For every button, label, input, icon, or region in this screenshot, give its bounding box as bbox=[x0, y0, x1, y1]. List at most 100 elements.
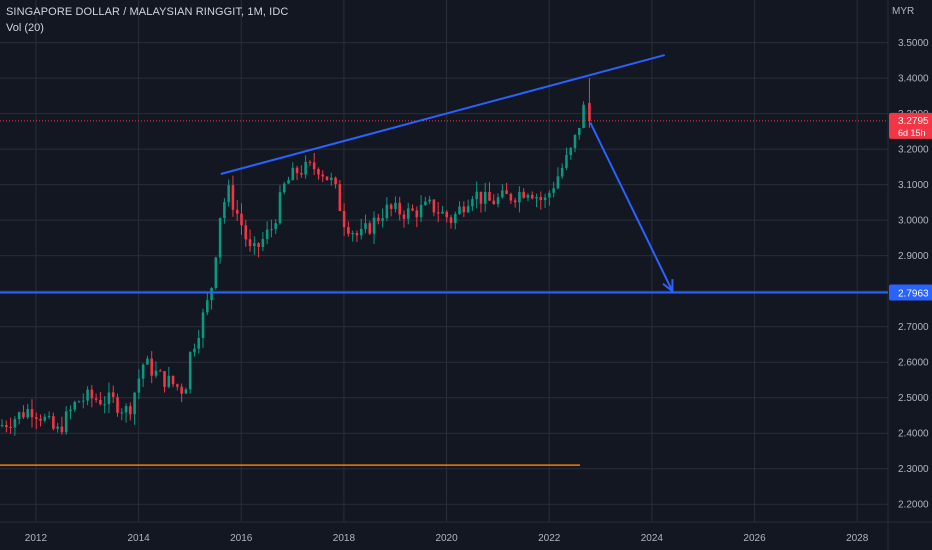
candle-body bbox=[141, 364, 145, 379]
candle-body bbox=[86, 389, 89, 401]
candle-body bbox=[471, 199, 474, 207]
currency-label: MYR bbox=[892, 6, 915, 17]
candle-body bbox=[248, 239, 252, 247]
candle-body bbox=[13, 419, 17, 428]
x-tick-label: 2012 bbox=[25, 533, 48, 544]
candle-body bbox=[171, 375, 175, 385]
candle-body bbox=[479, 191, 483, 204]
candle-body bbox=[197, 337, 201, 349]
candle-body bbox=[377, 217, 380, 221]
candle-body bbox=[483, 191, 487, 204]
candle-body bbox=[526, 194, 530, 198]
candle-body bbox=[449, 217, 453, 224]
candle-body bbox=[158, 370, 162, 372]
candle-body bbox=[116, 397, 119, 413]
candle-body bbox=[154, 370, 158, 376]
candle-body bbox=[445, 211, 449, 218]
candle-body bbox=[56, 426, 59, 429]
candle-body bbox=[82, 400, 85, 402]
candle-body bbox=[556, 176, 560, 189]
trendline bbox=[220, 54, 665, 175]
candle-body bbox=[274, 223, 277, 230]
candle-body bbox=[321, 174, 325, 177]
candle-body bbox=[492, 200, 496, 205]
y-tick-label: 3.1000 bbox=[898, 180, 929, 191]
x-tick-label: 2018 bbox=[333, 533, 356, 544]
candle-body bbox=[133, 392, 136, 415]
candle-body bbox=[9, 427, 12, 429]
support-price-tag bbox=[889, 284, 932, 301]
candle-body bbox=[565, 155, 568, 168]
candle-body bbox=[257, 243, 260, 247]
y-tick-label: 2.2000 bbox=[898, 500, 929, 511]
candle-body bbox=[530, 194, 534, 199]
candle-body bbox=[206, 300, 209, 313]
candle-body bbox=[0, 425, 4, 427]
y-tick-label: 3.0000 bbox=[898, 216, 929, 227]
candle-body bbox=[424, 201, 427, 205]
candle-body bbox=[26, 409, 29, 418]
y-tick-label: 2.3000 bbox=[898, 464, 929, 475]
candle-body bbox=[441, 211, 444, 214]
candle-body bbox=[47, 416, 51, 418]
candle-body bbox=[406, 208, 410, 219]
candle-body bbox=[120, 412, 124, 414]
last-candle-body bbox=[588, 102, 591, 121]
y-tick-label: 3.4000 bbox=[898, 74, 929, 85]
candle-body bbox=[150, 358, 153, 376]
x-tick-label: 2020 bbox=[435, 533, 458, 544]
candle-body bbox=[509, 193, 513, 201]
candle-body bbox=[231, 185, 235, 210]
candle-body bbox=[17, 412, 21, 420]
y-tick-label: 2.7000 bbox=[898, 322, 929, 333]
x-tick-label: 2016 bbox=[230, 533, 253, 544]
candle-body bbox=[488, 191, 491, 201]
y-tick-label: 2.6000 bbox=[898, 358, 929, 369]
candle-body bbox=[501, 190, 504, 198]
candle-body bbox=[548, 192, 551, 198]
candle-body bbox=[34, 417, 38, 419]
candle-body bbox=[52, 416, 55, 429]
candle-body bbox=[22, 412, 25, 418]
y-tick-label: 2.4000 bbox=[898, 429, 929, 440]
y-tick-label: 3.2000 bbox=[898, 145, 929, 156]
candle-body bbox=[261, 238, 265, 247]
candle-body bbox=[278, 192, 282, 224]
candle-body bbox=[167, 375, 171, 387]
candle-body bbox=[253, 243, 256, 247]
candle-body bbox=[513, 200, 517, 203]
y-tick-label: 2.5000 bbox=[898, 393, 929, 404]
candle-body bbox=[210, 287, 213, 301]
candle-body bbox=[90, 389, 94, 399]
candle-body bbox=[270, 229, 273, 231]
y-tick-label: 2.9000 bbox=[898, 251, 929, 262]
candle-body bbox=[325, 176, 329, 181]
candle-body bbox=[291, 167, 295, 181]
candle-body bbox=[458, 206, 461, 214]
candle-body bbox=[518, 191, 521, 203]
last-price-tag bbox=[889, 112, 932, 139]
candle-body bbox=[338, 184, 342, 211]
indicator-label[interactable]: Vol (20) bbox=[6, 22, 44, 34]
candle-body bbox=[475, 191, 478, 200]
candle-body bbox=[214, 257, 218, 288]
x-tick-label: 2024 bbox=[641, 533, 664, 544]
candle-body bbox=[308, 161, 312, 163]
candle-body bbox=[432, 199, 436, 213]
candle-body bbox=[398, 202, 401, 215]
x-tick-label: 2022 bbox=[538, 533, 561, 544]
candle-body bbox=[342, 210, 346, 228]
candle-body bbox=[394, 202, 397, 209]
candle-body bbox=[5, 425, 8, 428]
candle-body bbox=[569, 148, 573, 156]
candle-body bbox=[137, 378, 141, 393]
candle-body bbox=[218, 217, 222, 258]
candle-body bbox=[330, 177, 333, 181]
arrow-head-icon bbox=[662, 279, 674, 294]
support-price-value: 2.7963 bbox=[898, 288, 929, 299]
candle-body bbox=[466, 206, 470, 213]
candle-body bbox=[176, 384, 179, 387]
candle-body bbox=[244, 225, 248, 240]
